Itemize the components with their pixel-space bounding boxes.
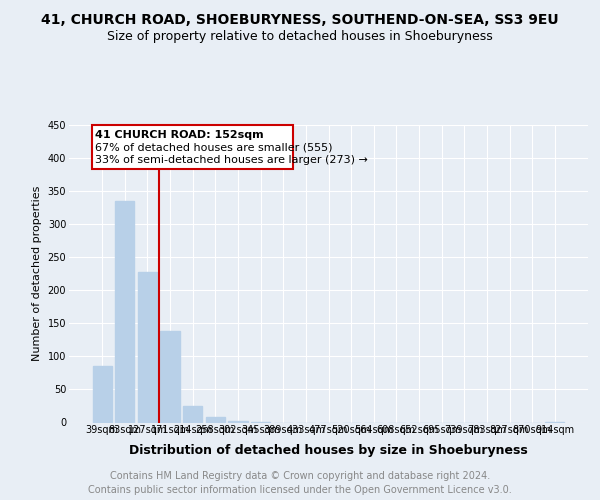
Bar [92,366,112,422]
Bar [206,417,225,422]
Text: 41 CHURCH ROAD: 152sqm: 41 CHURCH ROAD: 152sqm [95,130,264,140]
Bar [160,332,180,422]
Text: Size of property relative to detached houses in Shoeburyness: Size of property relative to detached ho… [107,30,493,43]
Text: 41, CHURCH ROAD, SHOEBURYNESS, SOUTHEND-ON-SEA, SS3 9EU: 41, CHURCH ROAD, SHOEBURYNESS, SOUTHEND-… [41,12,559,26]
Bar [115,201,134,422]
Bar [183,406,202,422]
Bar [229,421,248,422]
FancyBboxPatch shape [92,125,293,170]
Text: Contains HM Land Registry data © Crown copyright and database right 2024.
Contai: Contains HM Land Registry data © Crown c… [88,471,512,495]
X-axis label: Distribution of detached houses by size in Shoeburyness: Distribution of detached houses by size … [129,444,528,456]
Text: 33% of semi-detached houses are larger (273) →: 33% of semi-detached houses are larger (… [95,154,368,164]
Text: 67% of detached houses are smaller (555): 67% of detached houses are smaller (555) [95,142,333,152]
Y-axis label: Number of detached properties: Number of detached properties [32,186,42,362]
Bar [138,272,157,422]
